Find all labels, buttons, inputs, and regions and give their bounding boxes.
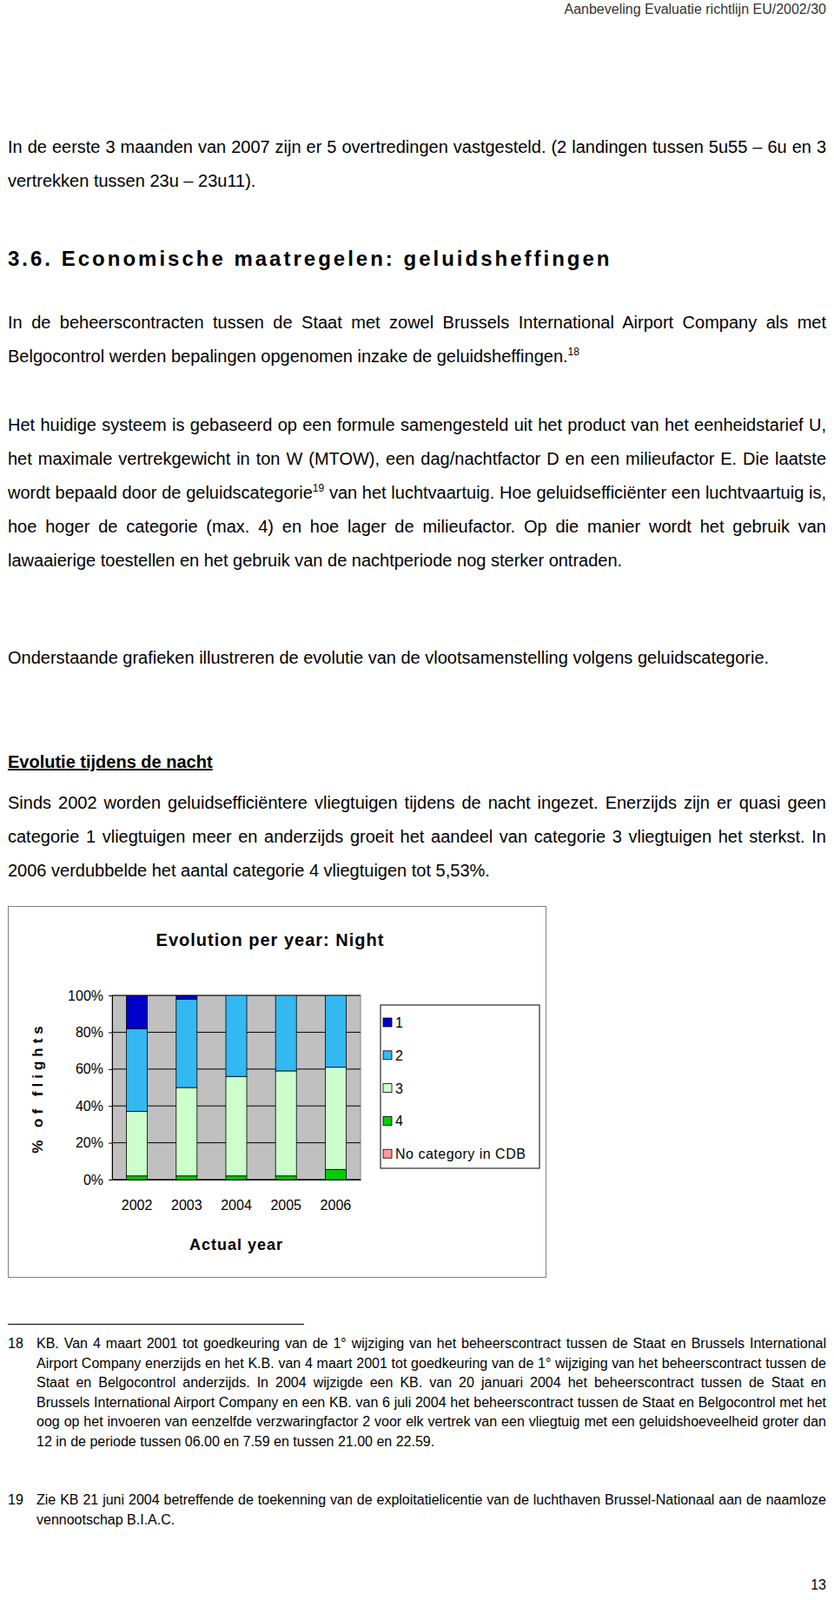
- chart: Evolution per year: Night 0% 20% 40% 60% 80% 1…: [7, 906, 547, 1278]
- section-heading: 3.6. Economische maatregelen: geluidshef…: [7, 246, 612, 272]
- text-run: Sinds 2002 worden geluidsefficiëntere vl…: [7, 793, 827, 881]
- y-axis: 0% 20% 40% 60% 80% 100%: [67, 988, 113, 1188]
- axis-line: [112, 996, 113, 1181]
- tick-label: 2006: [320, 1198, 352, 1213]
- legend: 1 2 3 4 No category in CDB: [380, 1005, 540, 1169]
- chart-container: Evolution per year: Night 0% 20% 40% 60% 80% 1…: [7, 906, 547, 1278]
- paragraph: Het huidige systeem is gebaseerd op een …: [7, 408, 827, 578]
- tick-mark: [108, 1105, 113, 1107]
- tick: 2003: [171, 1179, 203, 1213]
- axis-line: [112, 1179, 362, 1181]
- tick-label: 2003: [171, 1198, 203, 1213]
- tick: 2004: [220, 1179, 252, 1213]
- tick-label: 20%: [75, 1135, 104, 1151]
- bars: [126, 995, 347, 1180]
- tick: 2002: [121, 1179, 153, 1213]
- footnote-separator: [7, 1323, 305, 1325]
- tick: 0%: [83, 1172, 113, 1188]
- grid: [112, 995, 361, 1180]
- bar-segment: [126, 1112, 148, 1177]
- plot-background: [112, 995, 361, 1180]
- tick: 60%: [75, 1061, 113, 1077]
- chart-frame: [8, 906, 547, 1278]
- footnote-text: KB. Van 4 maart 2001 tot goedkeuring van…: [36, 1334, 827, 1452]
- footnote-marker: 18: [7, 1334, 24, 1355]
- running-header: Aanbeveling Evaluatie richtlijn EU/2002/…: [563, 1, 827, 18]
- tick-mark: [108, 1143, 113, 1145]
- bar-segment: [275, 1071, 297, 1177]
- tick-label: 100%: [67, 988, 104, 1004]
- chart-title: Evolution per year: Night: [156, 930, 385, 950]
- footnote-text: Zie KB 21 juni 2004 betreffende de toeke…: [36, 1490, 827, 1530]
- tick-mark: [108, 1179, 113, 1181]
- bar-segment: [176, 999, 198, 1088]
- bar-segment: [176, 995, 198, 1000]
- bar-segment: [324, 1169, 346, 1180]
- legend-label: 4: [395, 1113, 404, 1129]
- tick: 20%: [75, 1135, 113, 1151]
- y-axis-title: % of flights: [29, 1021, 47, 1154]
- legend-label: No category in CDB: [395, 1146, 526, 1162]
- legend-label: 2: [395, 1048, 404, 1064]
- paragraph: In de beheerscontracten tussen de Staat …: [7, 305, 827, 374]
- bar-segment: [176, 1176, 198, 1180]
- bar-segment: [225, 995, 247, 997]
- bar-segment: [275, 995, 297, 997]
- text-run: In de eerste 3 maanden van 2007 zijn er …: [7, 137, 827, 191]
- legend-box: [380, 1005, 540, 1169]
- legend-label: 1: [395, 1015, 404, 1031]
- tick: 2006: [320, 1179, 352, 1213]
- legend-label: 3: [395, 1081, 404, 1097]
- x-axis-title: Actual year: [189, 1236, 284, 1254]
- legend-swatch: [383, 1051, 392, 1060]
- paragraph: In de eerste 3 maanden van 2007 zijn er …: [7, 130, 827, 199]
- bar-segment: [275, 1176, 297, 1180]
- legend-swatch: [383, 1116, 392, 1126]
- tick-label: 0%: [83, 1172, 104, 1188]
- page-number: 13: [810, 1577, 827, 1594]
- bar-segment: [126, 1028, 148, 1112]
- tick: 40%: [75, 1098, 113, 1114]
- paragraph: Sinds 2002 worden geluidsefficiëntere vl…: [7, 786, 827, 888]
- tick-label: 80%: [75, 1025, 104, 1040]
- text-run: Onderstaande grafieken illustreren de ev…: [7, 648, 769, 668]
- bar-segment: [324, 1067, 346, 1171]
- bar-segment: [275, 995, 297, 1072]
- tick-mark: [108, 1069, 113, 1071]
- bar-segment: [324, 995, 346, 997]
- bar-segment: [225, 1076, 247, 1176]
- tick: 2005: [270, 1179, 302, 1213]
- footnote-ref: 19: [312, 482, 325, 495]
- x-axis: 2002 2003 2004 2005 2006: [112, 1179, 362, 1213]
- tick-label: 2002: [121, 1198, 153, 1213]
- tick-label: 60%: [75, 1061, 104, 1077]
- tick: 100%: [67, 988, 113, 1004]
- legend-swatch: [383, 1018, 392, 1027]
- text-run: In de beheerscontracten tussen de Staat …: [7, 312, 827, 366]
- tick-label: 2005: [270, 1198, 302, 1213]
- bar-segment: [126, 1176, 148, 1180]
- tick-label: 40%: [75, 1098, 104, 1114]
- bar-segment: [324, 995, 346, 1068]
- bar-segment: [126, 995, 148, 1029]
- tick: 80%: [75, 1025, 113, 1040]
- legend-swatch: [383, 1149, 392, 1159]
- footnote-marker: 19: [7, 1490, 24, 1511]
- legend-swatch: [383, 1084, 392, 1093]
- bar-segment: [225, 1176, 247, 1180]
- subheading: Evolutie tijdens de nacht: [7, 752, 213, 773]
- tick-mark: [108, 1032, 113, 1033]
- paragraph: Onderstaande grafieken illustreren de ev…: [7, 641, 827, 676]
- footnote-ref: 18: [568, 345, 580, 358]
- tick-mark: [108, 995, 113, 997]
- bar-segment: [176, 1087, 198, 1177]
- tick-label: 2004: [220, 1198, 252, 1213]
- bar-segment: [225, 995, 247, 1077]
